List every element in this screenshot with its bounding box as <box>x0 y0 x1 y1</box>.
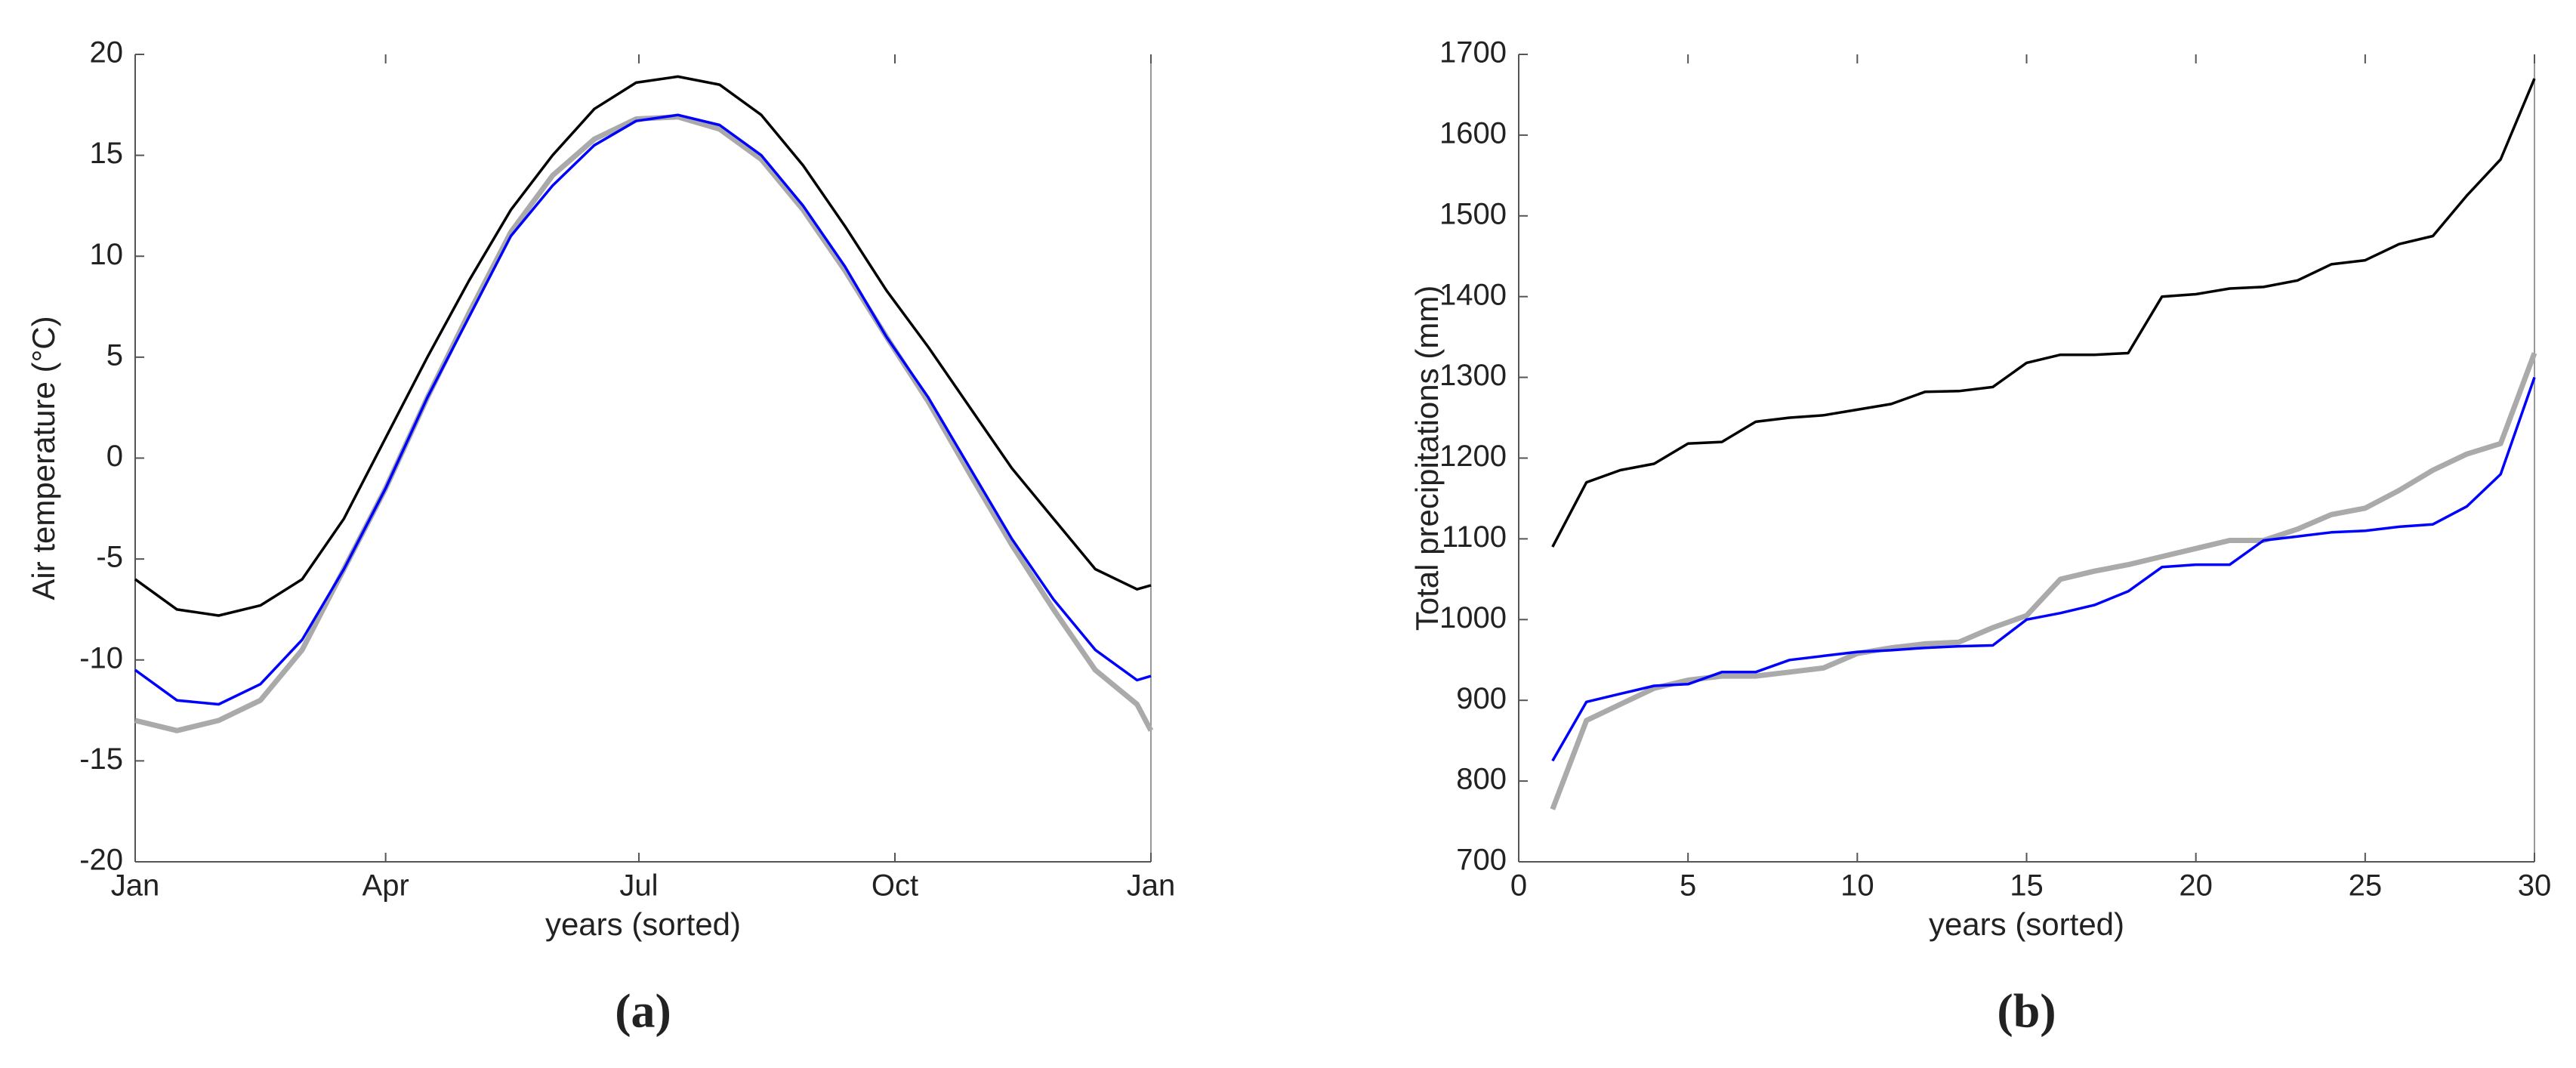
y-tick-label: 1100 <box>1442 520 1507 554</box>
x-tick-label: 10 <box>1840 869 1874 903</box>
x-tick-label: Jul <box>619 869 658 903</box>
y-tick-label: 1200 <box>1439 440 1507 473</box>
y-tick-label: 800 <box>1456 763 1507 796</box>
series-line <box>1551 377 2536 762</box>
x-axis-label: years (sorted) <box>1929 906 2124 942</box>
y-tick-label: 1400 <box>1439 278 1507 311</box>
x-tick-label: Jan <box>111 869 160 903</box>
y-tick-label: -20 <box>79 844 123 877</box>
x-tick-label: Jan <box>1127 869 1176 903</box>
x-tick-label: 30 <box>2518 869 2552 903</box>
series-line <box>1550 352 2537 810</box>
series-line <box>134 114 1154 733</box>
y-tick-label: 20 <box>90 36 124 69</box>
x-tick-label: 20 <box>2179 869 2213 903</box>
y-tick-label: 1600 <box>1439 116 1507 150</box>
y-tick-label: -15 <box>79 742 123 776</box>
x-tick-label: 25 <box>2349 869 2383 903</box>
y-tick-label: 1300 <box>1439 359 1507 392</box>
x-axis-label: years (sorted) <box>545 906 741 942</box>
y-tick-label: 5 <box>106 338 123 372</box>
y-tick-label: 1700 <box>1439 36 1507 69</box>
y-tick-label: 1000 <box>1439 601 1507 634</box>
panel-caption: (a) <box>615 984 671 1038</box>
series-line <box>134 113 1152 706</box>
y-tick-label: 700 <box>1456 844 1507 877</box>
x-tick-label: 15 <box>2010 869 2044 903</box>
series-line <box>134 75 1152 617</box>
x-tick-label: Oct <box>872 869 918 903</box>
y-axis-label: Total precipitations (mm) <box>1409 286 1445 631</box>
y-tick-label: -10 <box>79 641 123 674</box>
y-tick-label: -5 <box>96 541 123 574</box>
x-tick-label: 5 <box>1680 869 1696 903</box>
y-tick-label: 900 <box>1456 682 1507 715</box>
y-tick-label: 10 <box>90 238 124 271</box>
y-axis-label: Air temperature (°C) <box>26 316 61 600</box>
y-tick-label: 1500 <box>1439 197 1507 230</box>
series-line <box>1551 78 2536 548</box>
x-tick-label: 0 <box>1510 869 1527 903</box>
y-tick-label: 15 <box>90 137 124 170</box>
y-tick-label: 0 <box>106 440 123 473</box>
panel-caption: (b) <box>1997 984 2056 1038</box>
x-tick-label: Apr <box>362 869 409 903</box>
